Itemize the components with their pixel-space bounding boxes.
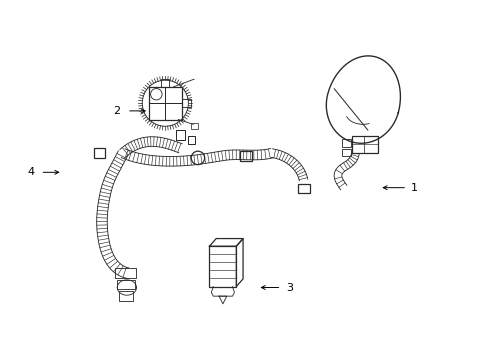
Bar: [117, 280, 134, 289]
Bar: [181, 99, 191, 107]
Bar: [115, 268, 136, 278]
Bar: [341, 139, 350, 147]
Bar: [297, 184, 309, 193]
Bar: [191, 123, 198, 129]
Bar: [161, 79, 169, 87]
Text: 1: 1: [410, 183, 417, 193]
Bar: [94, 148, 104, 158]
Text: 2: 2: [113, 106, 121, 116]
Text: 4: 4: [27, 167, 34, 177]
Bar: [341, 149, 350, 156]
Bar: [119, 291, 132, 301]
Bar: [351, 136, 378, 153]
Bar: [176, 130, 184, 140]
Bar: [188, 136, 195, 144]
Bar: [209, 246, 236, 287]
Text: 3: 3: [285, 283, 293, 293]
Bar: [240, 151, 251, 161]
